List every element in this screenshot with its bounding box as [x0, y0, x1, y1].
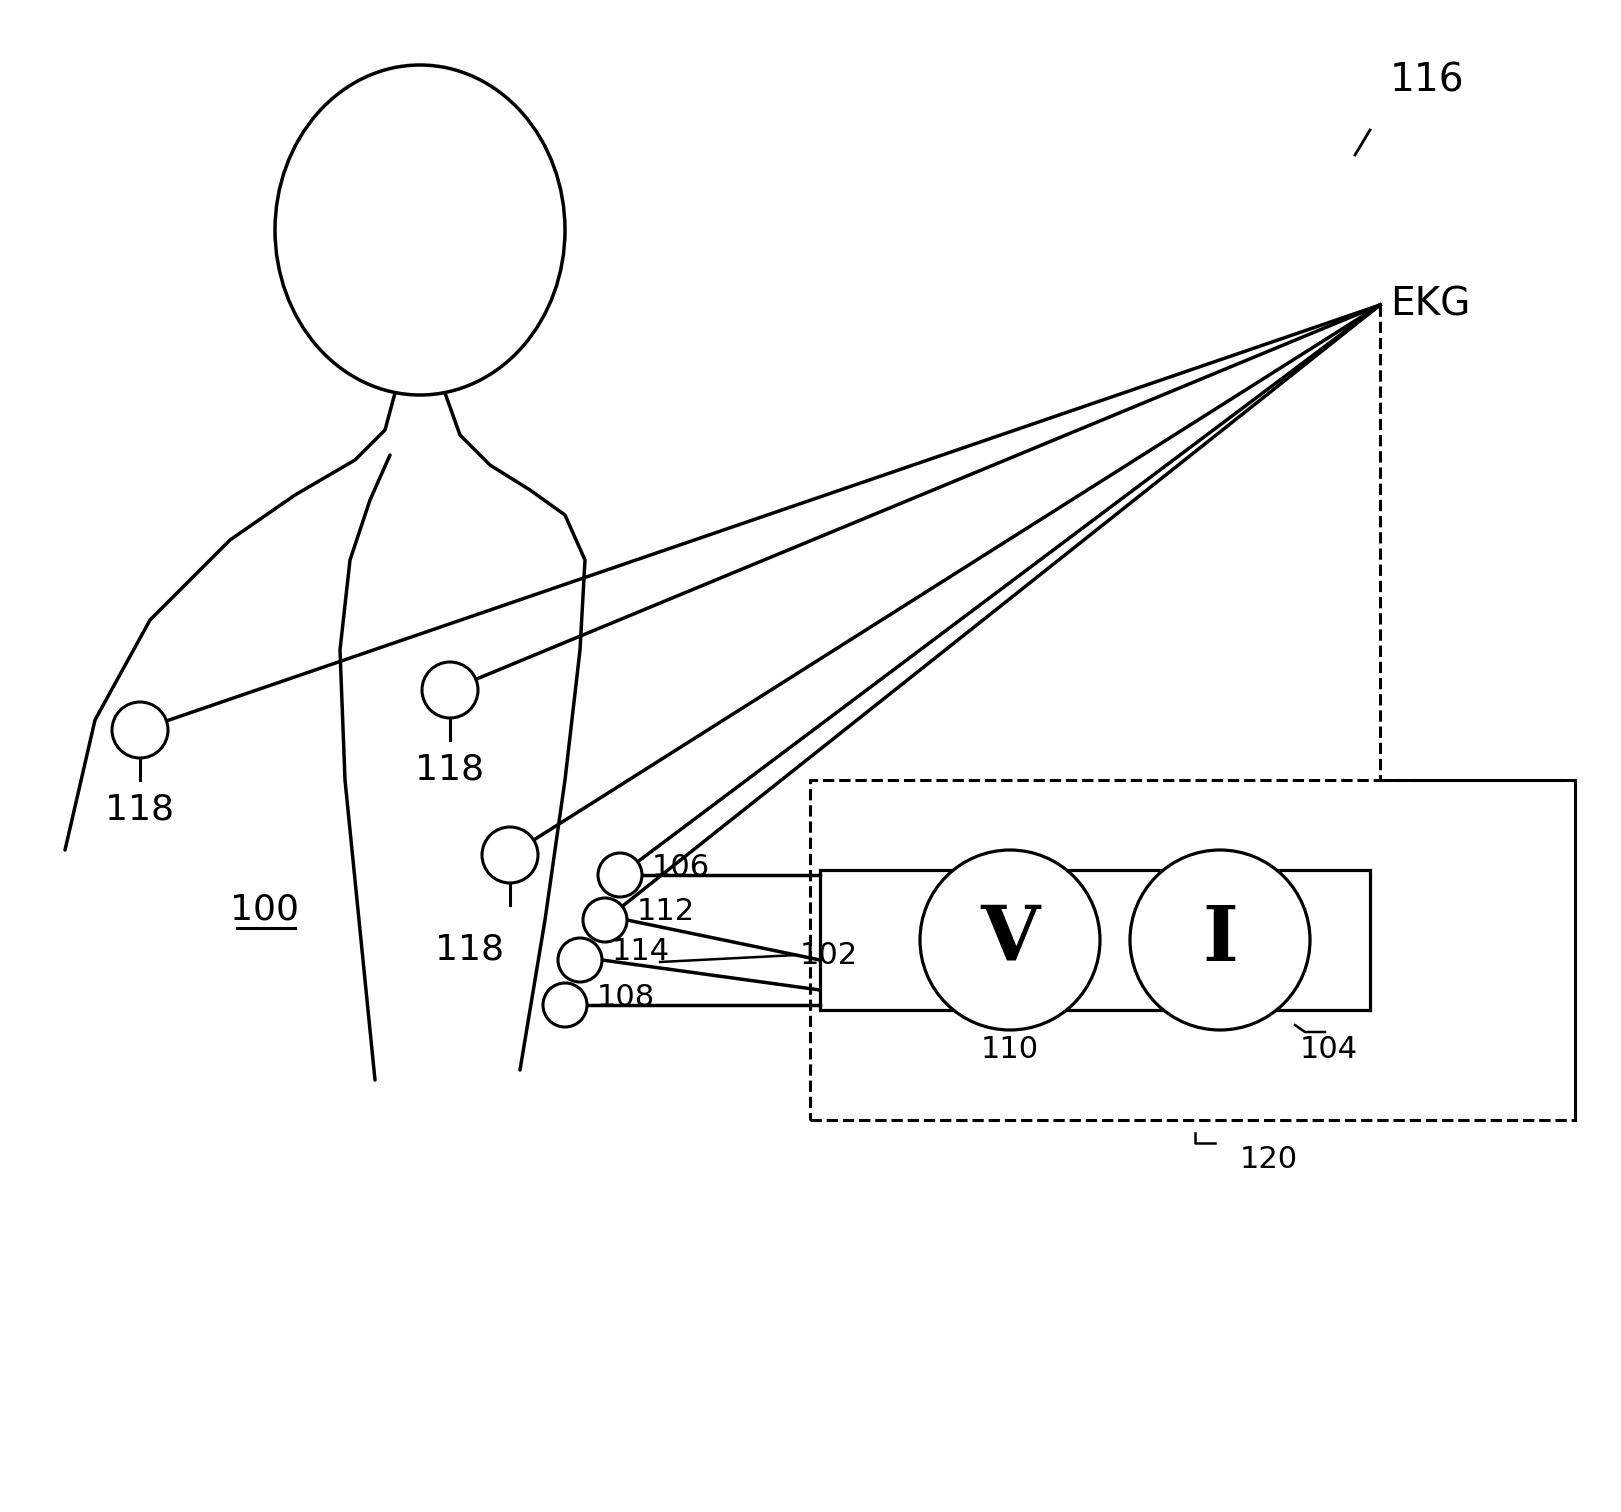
Text: 114: 114 [613, 937, 669, 966]
Text: 110: 110 [981, 1036, 1039, 1064]
Circle shape [558, 937, 601, 981]
Text: 112: 112 [637, 898, 695, 927]
Text: 100: 100 [230, 894, 300, 927]
Circle shape [543, 983, 587, 1027]
Text: EKG: EKG [1389, 286, 1470, 324]
Text: 120: 120 [1240, 1145, 1298, 1173]
Circle shape [112, 702, 169, 758]
Circle shape [598, 853, 642, 897]
Bar [820, 869, 1370, 1010]
Text: 118: 118 [105, 792, 175, 827]
Circle shape [584, 898, 627, 942]
Text: V: V [981, 903, 1039, 977]
Text: 118: 118 [415, 753, 485, 788]
Text: I: I [1203, 903, 1238, 977]
Text: 106: 106 [652, 853, 710, 881]
Circle shape [481, 827, 538, 883]
Circle shape [1130, 850, 1310, 1030]
Circle shape [921, 850, 1101, 1030]
Text: 108: 108 [597, 983, 655, 1012]
Text: 116: 116 [1389, 60, 1465, 98]
Text: 102: 102 [801, 940, 858, 969]
Text: 118: 118 [436, 933, 504, 968]
Circle shape [421, 662, 478, 718]
Text: 104: 104 [1300, 1036, 1358, 1064]
Bar [810, 780, 1576, 1120]
